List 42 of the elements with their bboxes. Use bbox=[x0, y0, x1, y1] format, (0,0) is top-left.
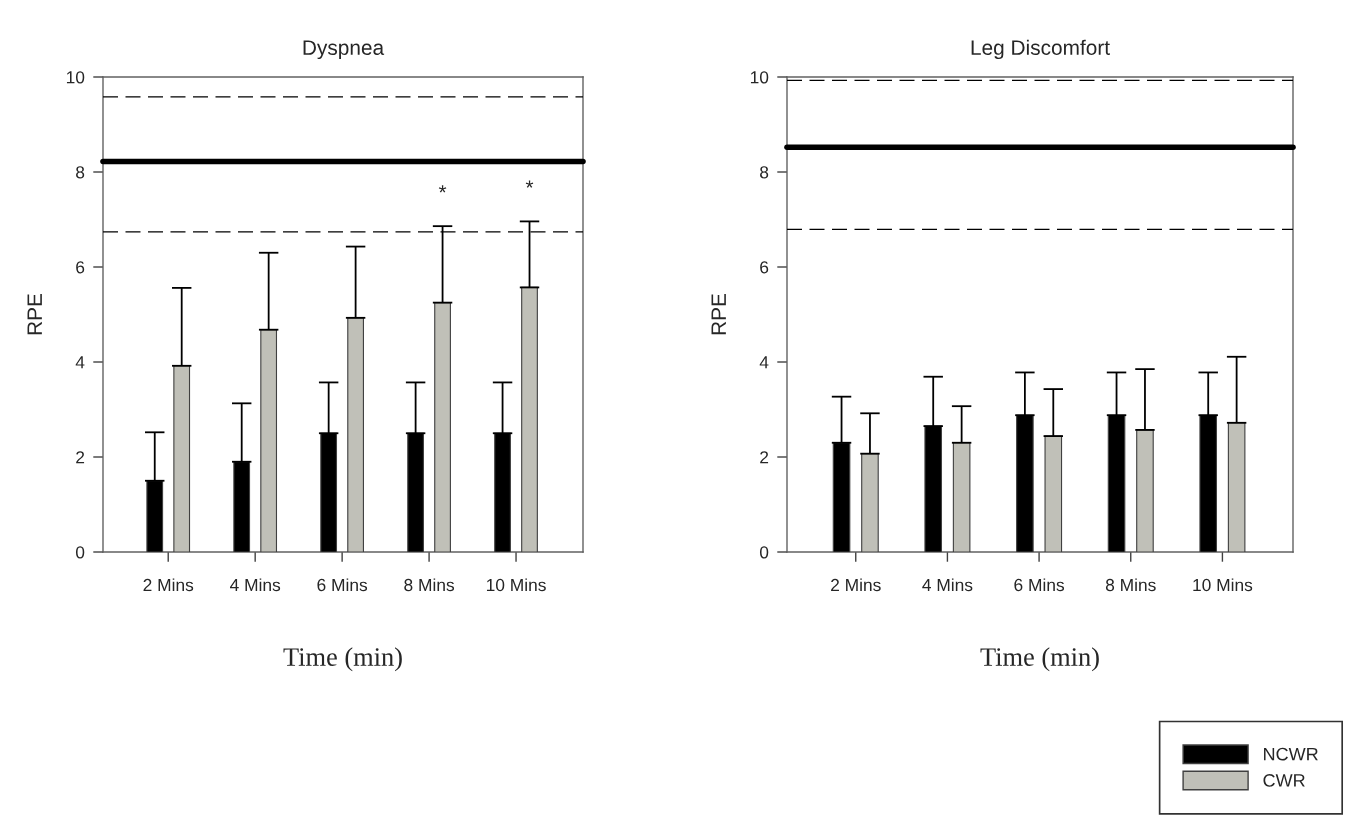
bar bbox=[233, 461, 251, 552]
y-tick-label: 2 bbox=[76, 451, 85, 464]
y-tick-label: 8 bbox=[76, 166, 85, 179]
y-tick-label: 2 bbox=[760, 451, 769, 464]
bar bbox=[260, 329, 278, 552]
chart-title: Leg Discomfort bbox=[971, 39, 1110, 60]
x-tick-label: 2 Mins bbox=[831, 578, 881, 592]
legend-label: NCWR bbox=[1264, 747, 1318, 761]
x-tick-label: 6 Mins bbox=[317, 578, 368, 592]
y-tick-label: 4 bbox=[759, 356, 769, 369]
x-tick-label: 2 Mins bbox=[143, 578, 194, 592]
bar bbox=[521, 286, 538, 552]
bar bbox=[347, 317, 364, 552]
annotation: * bbox=[525, 180, 534, 188]
x-tick-label: 4 Mins bbox=[922, 578, 973, 592]
bar bbox=[320, 432, 338, 552]
annotation: * bbox=[438, 185, 447, 193]
y-axis-title: RPE bbox=[27, 293, 42, 335]
legend-label: CWR bbox=[1263, 774, 1305, 787]
chart-title: Dyspnea bbox=[303, 40, 385, 60]
x-tick-label: 4 Mins bbox=[230, 578, 281, 592]
x-tick-label: 8 Mins bbox=[1105, 578, 1156, 592]
x-axis-title: Time (min) bbox=[980, 647, 1099, 672]
bar bbox=[146, 480, 164, 552]
y-tick-label: 6 bbox=[76, 261, 85, 274]
x-tick-label: 10 Mins bbox=[1193, 578, 1253, 592]
bar bbox=[173, 365, 191, 552]
bar bbox=[434, 302, 451, 552]
y-tick-label: 6 bbox=[760, 261, 769, 274]
y-tick-label: 0 bbox=[759, 546, 769, 559]
x-tick-label: 8 Mins bbox=[404, 578, 455, 592]
y-tick-label: 10 bbox=[66, 71, 85, 84]
bar bbox=[407, 432, 424, 552]
bar bbox=[494, 432, 511, 552]
y-tick-label: 0 bbox=[75, 546, 85, 559]
x-tick-label: 10 Mins bbox=[486, 578, 546, 592]
y-tick-label: 8 bbox=[760, 166, 769, 179]
y-tick-label: 4 bbox=[75, 356, 85, 369]
x-tick-label: 6 Mins bbox=[1014, 578, 1065, 592]
x-axis-title: Time (min) bbox=[283, 647, 402, 672]
y-axis-title: RPE bbox=[711, 293, 726, 335]
y-tick-label: 10 bbox=[750, 71, 769, 84]
